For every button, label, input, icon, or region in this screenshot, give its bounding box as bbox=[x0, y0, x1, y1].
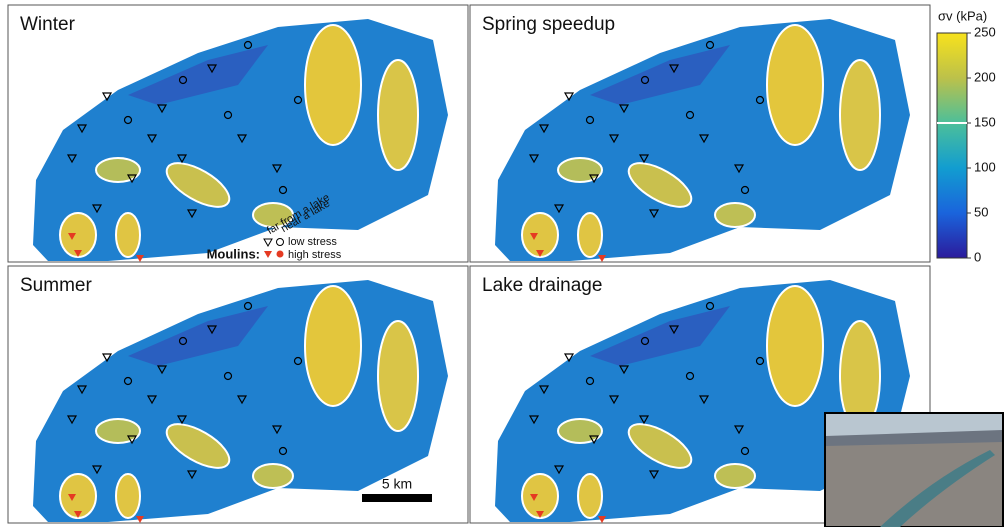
colorbar-tick-label: 0 bbox=[974, 249, 981, 264]
colorbar-tick-label: 100 bbox=[974, 159, 996, 174]
map-panel: Winter bbox=[8, 5, 468, 262]
panel-title: Spring speedup bbox=[482, 14, 615, 35]
map-panel: Spring speedup bbox=[470, 5, 930, 262]
panel-title: Summer bbox=[20, 275, 92, 296]
legend-label: Moulins: bbox=[207, 246, 260, 261]
colorbar bbox=[937, 33, 967, 258]
scale-bar bbox=[362, 494, 432, 502]
scale-label: 5 km bbox=[382, 476, 412, 492]
panel-title: Winter bbox=[20, 14, 76, 35]
legend-icon bbox=[277, 251, 284, 258]
colorbar-tick-label: 50 bbox=[974, 204, 988, 219]
photo-inset bbox=[825, 413, 1003, 527]
colorbar-tick-label: 150 bbox=[974, 114, 996, 129]
colorbar-title: σv (kPa) bbox=[938, 8, 987, 23]
figure: WinterSpring speedupSummerLake drainage … bbox=[0, 0, 1004, 527]
legend-high: high stress bbox=[288, 249, 342, 261]
colorbar-tick-label: 200 bbox=[974, 69, 996, 84]
panel-title: Lake drainage bbox=[482, 275, 602, 296]
legend-low: low stress bbox=[288, 236, 337, 248]
colorbar-tick-label: 250 bbox=[974, 24, 996, 39]
